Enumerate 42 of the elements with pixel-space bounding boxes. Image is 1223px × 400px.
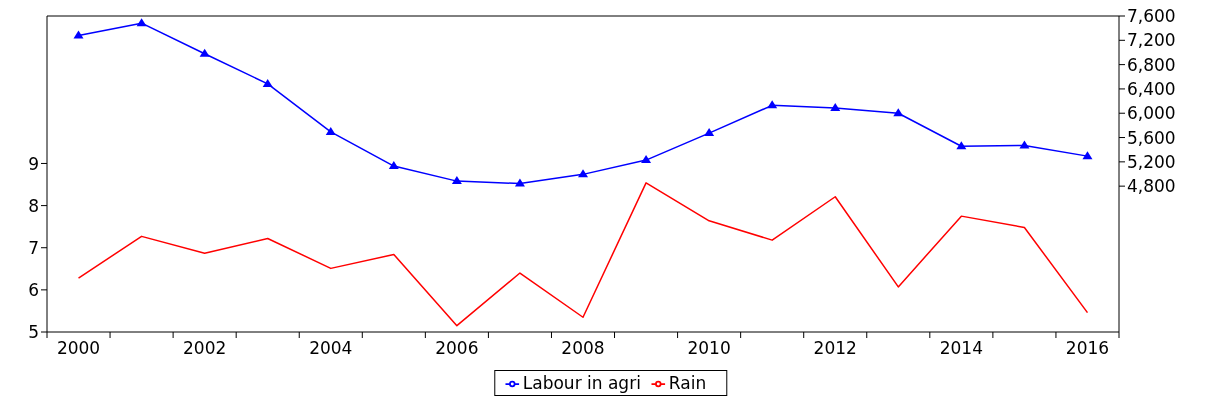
point [199,48,210,57]
x-tick-label: 2008 [561,338,605,358]
x-tick-label: 2006 [435,338,479,358]
x-tick-label: 2004 [309,338,353,358]
y2-tick-label: 7,600 [1127,6,1176,27]
line-series [77,182,1089,327]
y2-tick-label: 7,200 [1127,30,1176,51]
x-tick-label: 2014 [939,338,983,358]
point [1019,140,1030,149]
y2-tick-label: 6,800 [1127,54,1176,75]
point [704,128,715,137]
y2-tick-label: 6,400 [1127,78,1176,99]
point [514,178,525,187]
y2-tick-label: 5,600 [1127,127,1176,148]
x-tick-label: 2012 [813,338,857,358]
point [262,78,273,87]
x-tick-label: 2010 [687,338,731,358]
point [388,161,399,170]
legend-label: Labour in agri [522,373,641,393]
point [578,169,588,178]
y2-tick-label: 4,800 [1127,176,1176,197]
y-tick-label: 8 [28,195,39,216]
point [830,103,841,112]
point [136,18,147,27]
x-tick-label: 2016 [1065,338,1110,358]
point [956,141,967,150]
point [451,176,462,185]
y-tick-label: 6 [28,279,39,300]
y-tick-label: 5 [28,322,39,343]
x-tick-label: 2002 [183,338,227,358]
x-tick-label: 2000 [56,338,101,358]
point [893,108,904,117]
y-tick-label: 9 [28,153,39,174]
point [1082,151,1093,160]
legend-label: Rain [668,373,707,393]
point [767,100,778,109]
point [641,155,652,164]
point [73,30,84,39]
y2-tick-label: 6,000 [1127,103,1176,124]
y2-tick-label: 5,200 [1127,151,1176,172]
y-tick-label: 7 [28,237,39,258]
point [325,126,336,135]
